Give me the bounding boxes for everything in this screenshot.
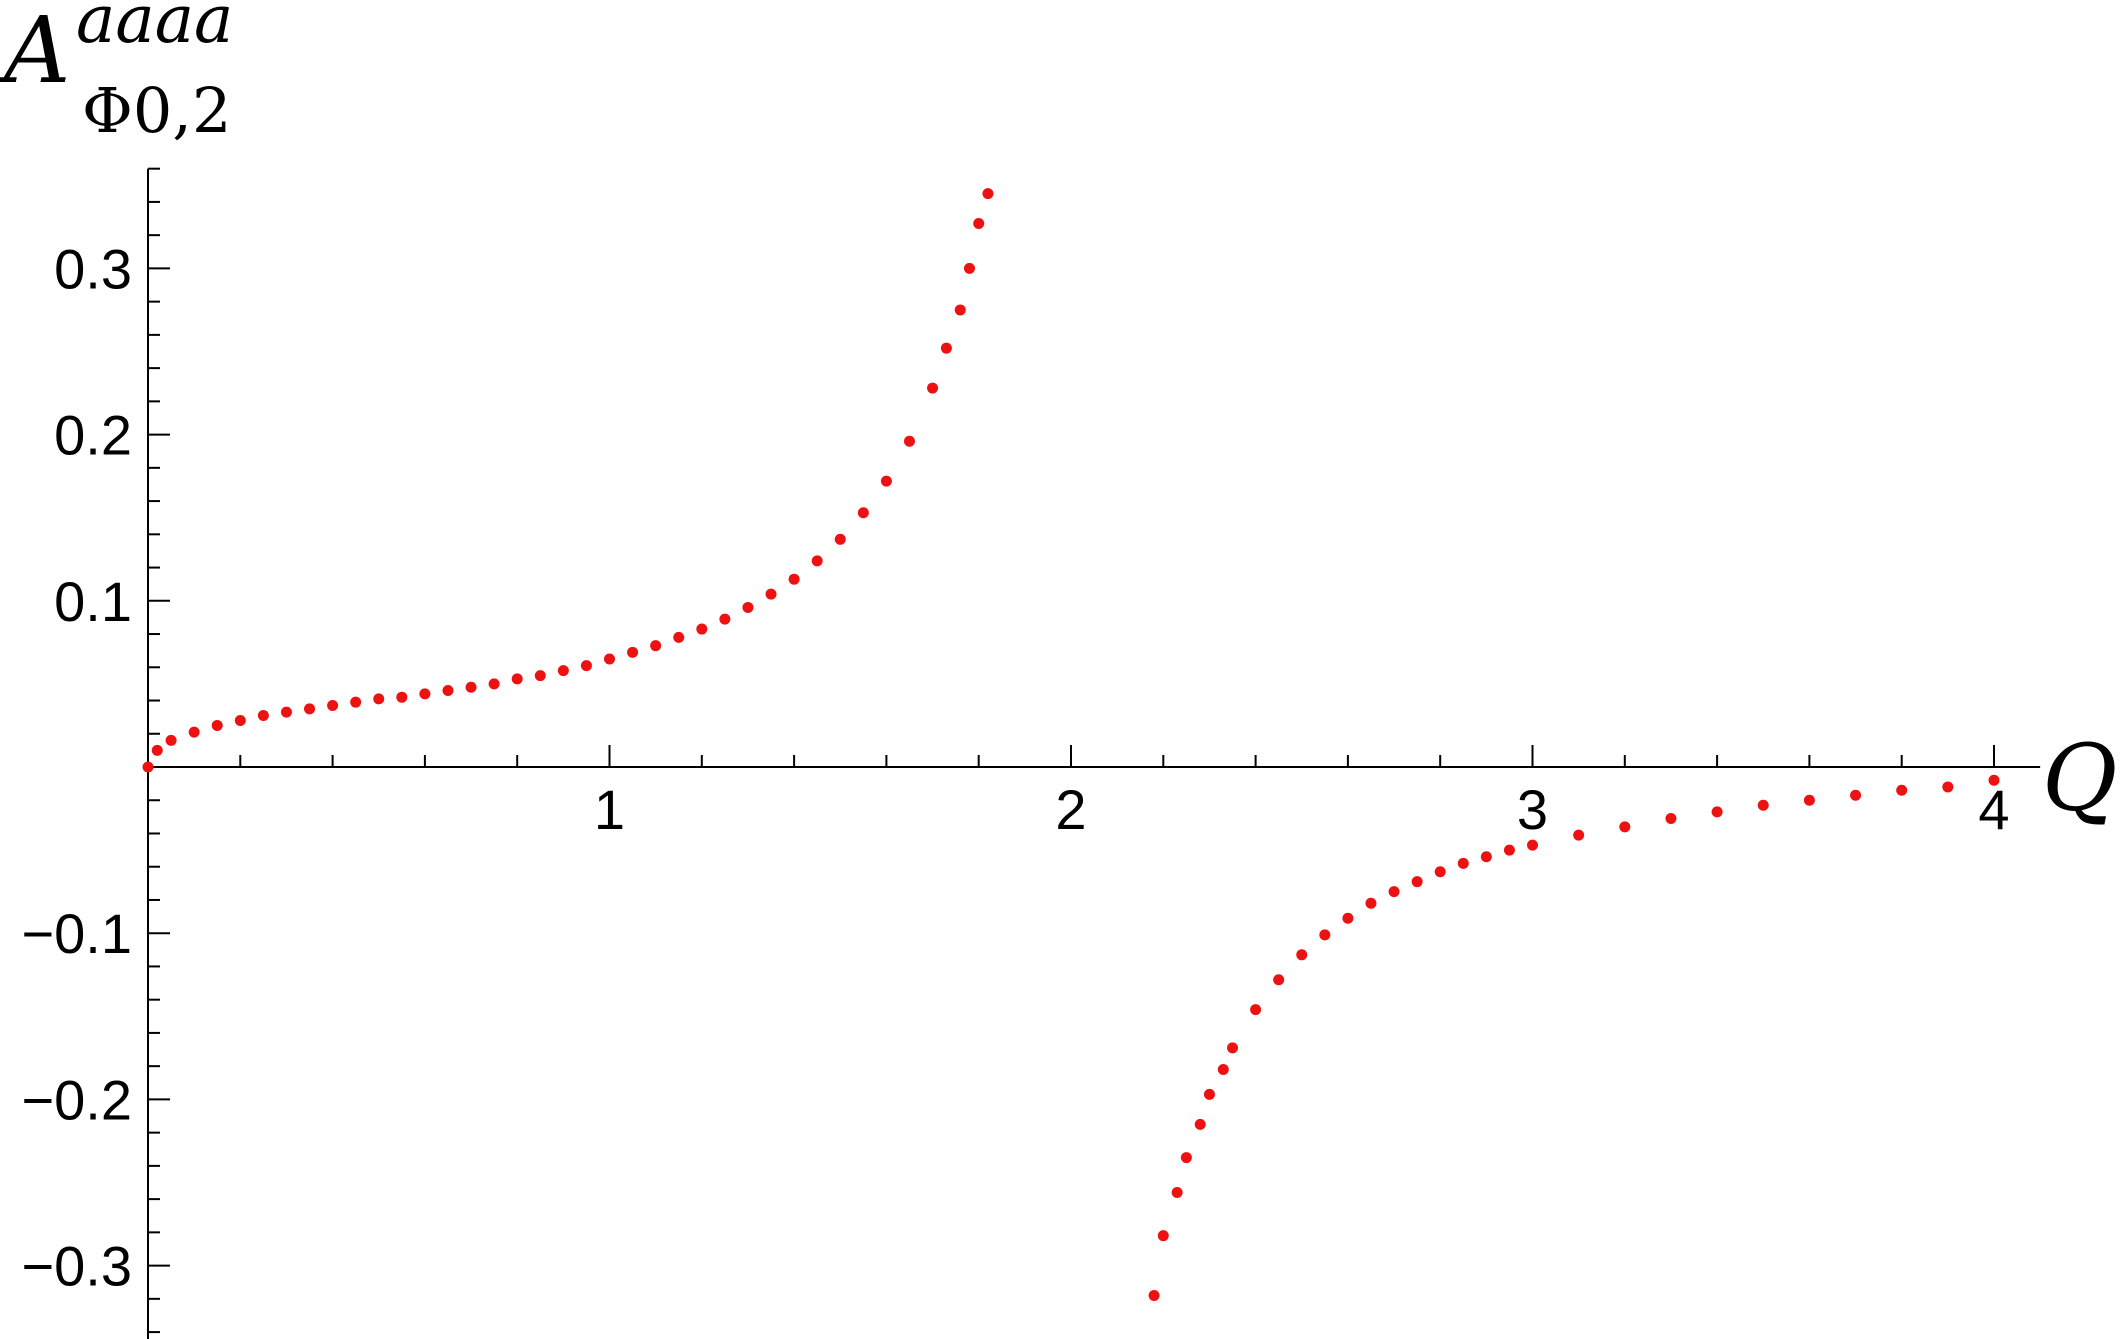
data-point	[304, 703, 316, 715]
data-point	[557, 665, 569, 677]
data-point	[1157, 1230, 1169, 1242]
data-point	[954, 304, 966, 316]
data-point	[857, 507, 869, 519]
data-point	[511, 673, 523, 685]
data-point	[811, 555, 823, 567]
data-point	[1148, 1290, 1160, 1302]
data-point	[834, 533, 846, 545]
axes	[147, 168, 2041, 1339]
data-point	[1194, 1118, 1206, 1130]
data-point	[696, 623, 708, 635]
data-point	[1896, 784, 1908, 796]
data-point	[1296, 949, 1308, 961]
x-tick-label: 3	[1517, 778, 1548, 841]
y-axis-label-superscript: aaaa	[76, 0, 233, 58]
data-point	[234, 714, 246, 726]
data-point	[1227, 1042, 1239, 1054]
data-point	[327, 700, 339, 712]
data-point	[1434, 866, 1446, 878]
data-point	[1665, 813, 1677, 825]
data-point	[1988, 774, 2000, 786]
data-point	[1411, 876, 1423, 888]
data-point	[927, 382, 939, 394]
x-tick-label: 1	[594, 778, 625, 841]
data-point	[1527, 839, 1538, 851]
data-point	[963, 262, 975, 274]
y-tick-label: 0.1	[54, 570, 132, 633]
data-point	[1711, 806, 1723, 818]
data-point	[1942, 781, 1954, 793]
tick-labels: 1 2 3 4 0.3 0.2 0.1 −0.1 −0.2 −0.3	[21, 237, 2009, 1297]
y-tick-label: −0.1	[21, 902, 132, 965]
data-point	[1503, 844, 1515, 856]
data-point	[373, 693, 385, 705]
data-point	[880, 475, 892, 487]
x-axis-label: Q	[2042, 725, 2117, 832]
data-point	[973, 218, 985, 230]
data-point	[765, 588, 777, 600]
data-point	[1757, 799, 1769, 811]
data-point	[188, 726, 200, 738]
data-point	[1573, 829, 1585, 841]
y-tick-label: 0.3	[54, 237, 132, 300]
data-point	[627, 646, 639, 658]
x-tick-label: 2	[1055, 778, 1086, 841]
data-point	[742, 601, 754, 613]
data-point	[165, 734, 177, 746]
y-tick-label: −0.3	[21, 1235, 132, 1298]
data-point	[488, 678, 500, 690]
y-axis-label-subscript: Φ0,2	[82, 74, 231, 147]
data-point	[1850, 789, 1862, 801]
y-axis-label: A aaaa Φ0,2	[0, 0, 233, 147]
data-point	[1342, 912, 1354, 924]
data-point	[580, 660, 592, 672]
ticks	[148, 167, 1995, 1334]
data-point	[1480, 851, 1492, 863]
data-point	[788, 573, 800, 585]
data-point	[1203, 1088, 1215, 1100]
data-point	[1171, 1186, 1183, 1198]
data-point	[673, 631, 685, 643]
data-point	[719, 613, 731, 625]
data-point	[151, 744, 163, 756]
data-point	[1365, 897, 1377, 909]
data-point	[419, 688, 431, 700]
data-point	[257, 709, 269, 721]
data-point	[604, 653, 615, 665]
data-point	[396, 691, 408, 703]
data-point	[1250, 1004, 1262, 1016]
y-tick-label: −0.2	[21, 1068, 132, 1131]
data-point	[1388, 886, 1400, 898]
data-point	[280, 706, 292, 718]
data-point	[465, 681, 477, 693]
data-point	[650, 640, 662, 652]
data-point	[1619, 821, 1631, 833]
data-point	[1217, 1063, 1229, 1075]
data-point	[442, 685, 454, 697]
data-point	[903, 435, 915, 447]
data-point	[1273, 974, 1285, 986]
y-tick-label: 0.2	[54, 404, 132, 467]
x-tick-label: 4	[1978, 778, 2009, 841]
data-point	[1319, 929, 1331, 941]
data-point	[982, 188, 994, 200]
data-point	[940, 342, 952, 354]
y-axis-label-base: A	[0, 0, 70, 104]
data-point	[142, 761, 154, 773]
data-point	[350, 696, 362, 708]
data-point	[1803, 794, 1815, 806]
data-point	[211, 719, 223, 731]
data-point	[534, 670, 546, 682]
data-point	[1180, 1152, 1192, 1164]
data-points	[142, 188, 2000, 1302]
data-point	[1457, 857, 1469, 869]
